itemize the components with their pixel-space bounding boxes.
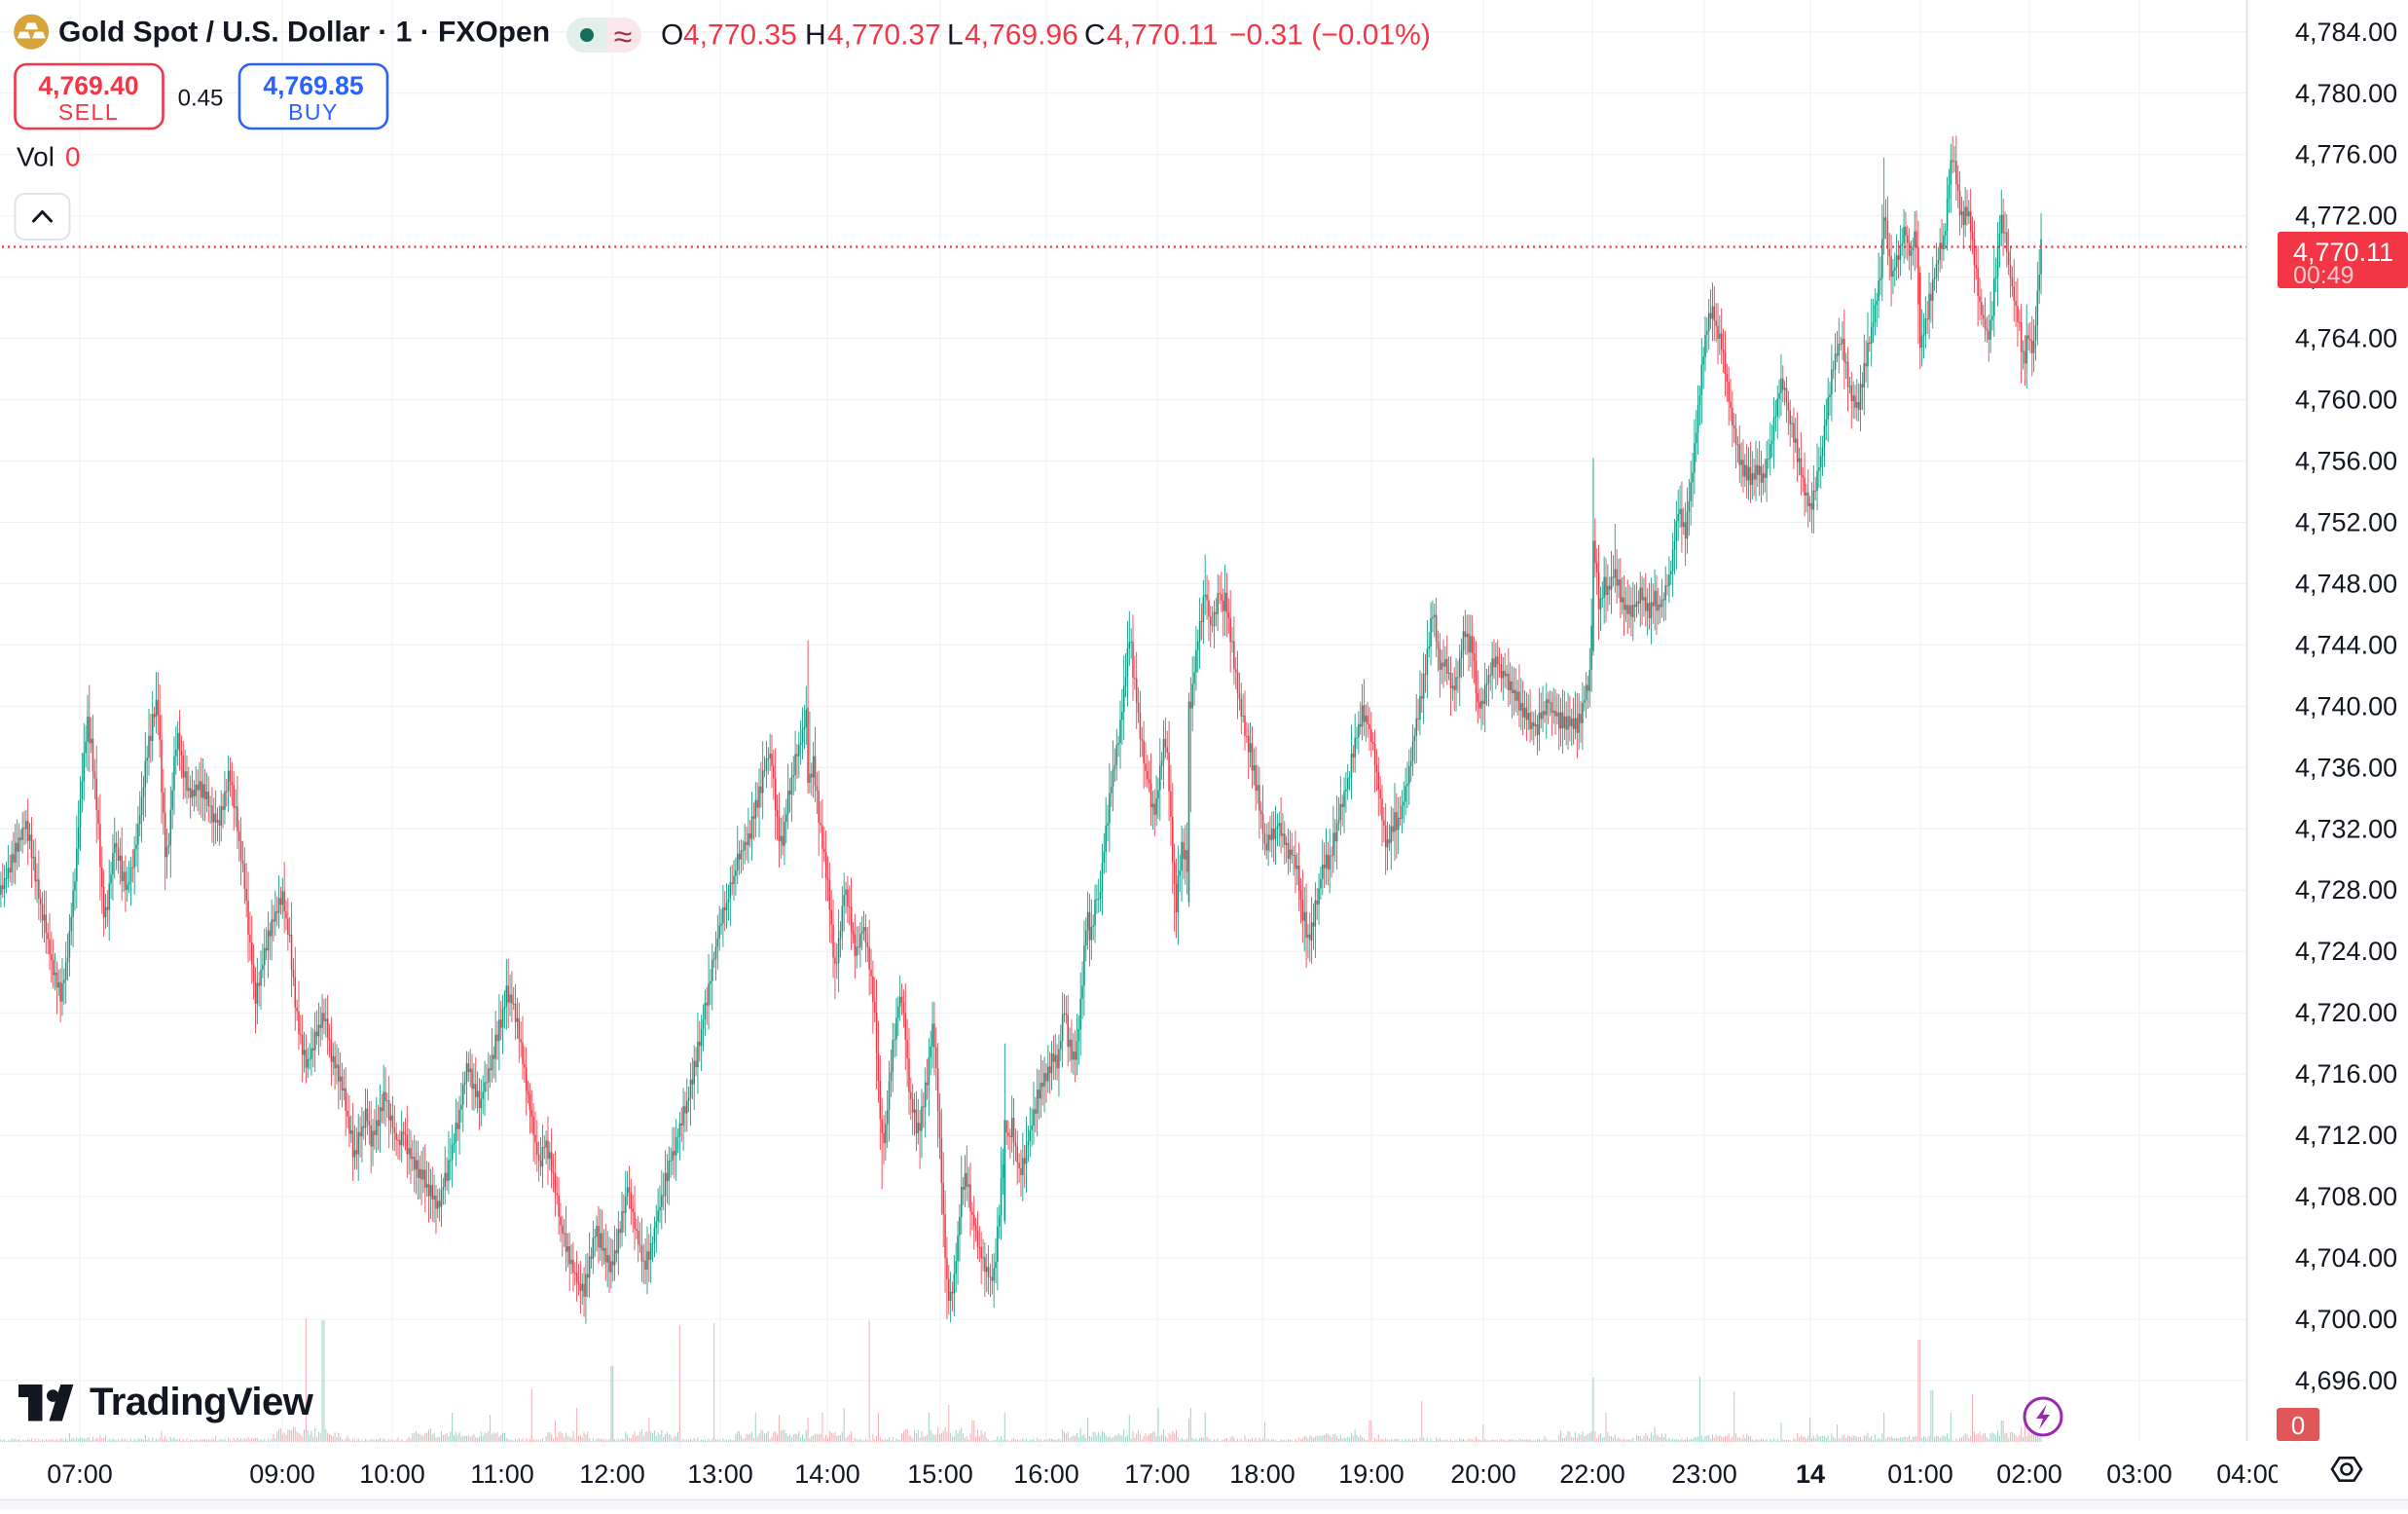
svg-text:4,770.37: 4,770.37 bbox=[827, 19, 941, 52]
svg-text:4,740.00: 4,740.00 bbox=[2295, 691, 2397, 720]
svg-text:4,776.00: 4,776.00 bbox=[2295, 140, 2397, 169]
svg-text:14:00: 14:00 bbox=[794, 1459, 860, 1489]
svg-text:4,728.00: 4,728.00 bbox=[2295, 875, 2397, 905]
svg-text:4,736.00: 4,736.00 bbox=[2295, 753, 2397, 782]
svg-text:13:00: 13:00 bbox=[687, 1459, 753, 1489]
svg-text:04:00: 04:00 bbox=[2216, 1459, 2282, 1489]
svg-text:Gold Spot / U.S. Dollar · 1 ·: Gold Spot / U.S. Dollar · 1 · FXOpen bbox=[58, 17, 550, 49]
svg-text:H: H bbox=[805, 19, 826, 52]
svg-text:4,769.96: 4,769.96 bbox=[965, 19, 1078, 52]
svg-text:0.45: 0.45 bbox=[178, 86, 224, 112]
svg-text:4,760.00: 4,760.00 bbox=[2295, 386, 2397, 415]
svg-text:19:00: 19:00 bbox=[1338, 1459, 1405, 1489]
svg-text:07:00: 07:00 bbox=[47, 1459, 113, 1489]
svg-text:02:00: 02:00 bbox=[1996, 1459, 2062, 1489]
svg-text:4,784.00: 4,784.00 bbox=[2295, 18, 2397, 47]
svg-text:09:00: 09:00 bbox=[249, 1459, 315, 1489]
svg-text:0: 0 bbox=[2291, 1411, 2305, 1440]
svg-text:0: 0 bbox=[65, 142, 81, 172]
svg-text:4,696.00: 4,696.00 bbox=[2295, 1366, 2397, 1395]
svg-text:4,720.00: 4,720.00 bbox=[2295, 998, 2397, 1027]
svg-text:4,712.00: 4,712.00 bbox=[2295, 1121, 2397, 1150]
svg-text:12:00: 12:00 bbox=[579, 1459, 645, 1489]
svg-text:SELL: SELL bbox=[58, 99, 119, 125]
svg-text:20:00: 20:00 bbox=[1450, 1459, 1516, 1489]
svg-text:22:00: 22:00 bbox=[1559, 1459, 1625, 1489]
svg-text:−0.31 (−0.01%): −0.31 (−0.01%) bbox=[1229, 19, 1431, 52]
svg-text:16:00: 16:00 bbox=[1013, 1459, 1079, 1489]
svg-text:14: 14 bbox=[1796, 1459, 1825, 1489]
svg-text:4,704.00: 4,704.00 bbox=[2295, 1243, 2397, 1273]
svg-text:≈: ≈ bbox=[614, 18, 633, 55]
svg-text:TradingView: TradingView bbox=[90, 1381, 314, 1423]
svg-text:4,770.35: 4,770.35 bbox=[683, 19, 797, 52]
svg-text:4,780.00: 4,780.00 bbox=[2295, 79, 2397, 108]
svg-text:4,724.00: 4,724.00 bbox=[2295, 937, 2397, 966]
svg-text:4,769.40: 4,769.40 bbox=[38, 71, 138, 100]
svg-text:4,772.00: 4,772.00 bbox=[2295, 202, 2397, 231]
svg-text:4,744.00: 4,744.00 bbox=[2295, 630, 2397, 659]
svg-text:L: L bbox=[947, 19, 964, 52]
svg-text:4,732.00: 4,732.00 bbox=[2295, 814, 2397, 843]
svg-text:4,708.00: 4,708.00 bbox=[2295, 1182, 2397, 1211]
svg-text:15:00: 15:00 bbox=[907, 1459, 973, 1489]
svg-text:4,770.11: 4,770.11 bbox=[1107, 19, 1219, 52]
svg-text:4,756.00: 4,756.00 bbox=[2295, 447, 2397, 476]
svg-text:4,770.11: 4,770.11 bbox=[2293, 238, 2393, 267]
svg-text:00:49: 00:49 bbox=[2293, 262, 2354, 289]
svg-text:O: O bbox=[661, 19, 683, 52]
svg-text:4,769.85: 4,769.85 bbox=[263, 71, 363, 100]
svg-text:4,716.00: 4,716.00 bbox=[2295, 1059, 2397, 1089]
svg-text:03:00: 03:00 bbox=[2106, 1459, 2172, 1489]
svg-text:23:00: 23:00 bbox=[1671, 1459, 1737, 1489]
svg-text:Vol: Vol bbox=[17, 142, 55, 172]
svg-text:C: C bbox=[1084, 19, 1106, 52]
svg-text:4,748.00: 4,748.00 bbox=[2295, 569, 2397, 598]
svg-text:01:00: 01:00 bbox=[1887, 1459, 1953, 1489]
svg-text:BUY: BUY bbox=[288, 99, 339, 125]
svg-text:4,700.00: 4,700.00 bbox=[2295, 1305, 2397, 1334]
svg-text:4,752.00: 4,752.00 bbox=[2295, 508, 2397, 537]
svg-text:10:00: 10:00 bbox=[359, 1459, 425, 1489]
svg-text:18:00: 18:00 bbox=[1229, 1459, 1295, 1489]
svg-text:17:00: 17:00 bbox=[1124, 1459, 1190, 1489]
svg-text:11:00: 11:00 bbox=[470, 1459, 534, 1489]
svg-text:4,764.00: 4,764.00 bbox=[2295, 324, 2397, 353]
